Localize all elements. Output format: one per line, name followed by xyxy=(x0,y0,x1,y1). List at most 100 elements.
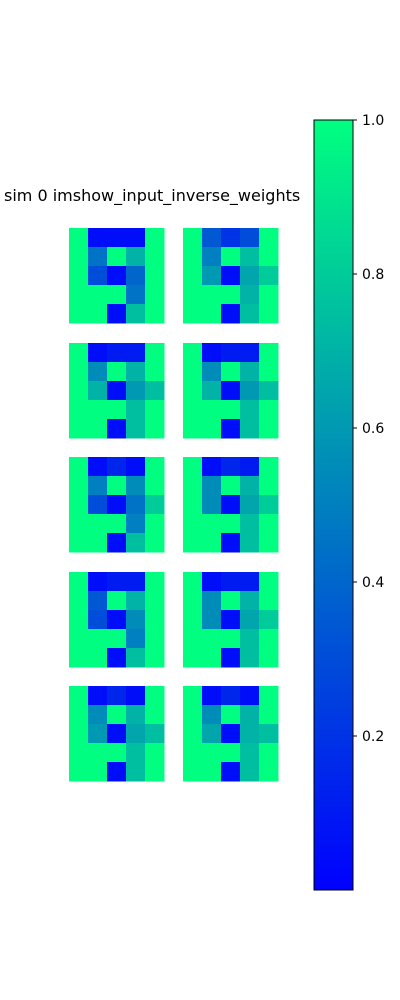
heatmap-cell xyxy=(202,419,222,439)
heatmap-cell xyxy=(202,400,222,420)
colorbar-tick-label: 0.2 xyxy=(362,729,384,745)
heatmap-cell xyxy=(126,533,146,553)
heatmap-cell xyxy=(145,343,165,363)
heatmap-cell xyxy=(221,705,241,725)
heatmap-cell xyxy=(88,533,108,553)
chart-title: sim 0 imshow_input_inverse_weights xyxy=(4,186,300,206)
heatmap-cell xyxy=(202,343,222,363)
heatmap-cell xyxy=(107,457,127,477)
heatmap-cell xyxy=(183,266,203,286)
heatmap-cell xyxy=(69,591,89,611)
heatmap-cell xyxy=(221,343,241,363)
heatmap-cell xyxy=(259,476,279,496)
image-panel xyxy=(69,457,165,553)
heatmap-cell xyxy=(107,419,127,439)
heatmap-cell xyxy=(107,743,127,763)
heatmap-cell xyxy=(183,610,203,630)
heatmap-cell xyxy=(69,495,89,515)
heatmap-cell xyxy=(240,705,260,725)
heatmap-cell xyxy=(88,686,108,706)
heatmap-cell xyxy=(259,724,279,744)
heatmap-cell xyxy=(145,648,165,668)
image-panel xyxy=(183,686,279,782)
heatmap-cell xyxy=(126,724,146,744)
heatmap-cell xyxy=(69,514,89,534)
heatmap-cell xyxy=(183,648,203,668)
heatmap-cell xyxy=(240,629,260,649)
heatmap-cell xyxy=(107,591,127,611)
heatmap-cell xyxy=(145,457,165,477)
heatmap-cell xyxy=(202,285,222,305)
heatmap-cell xyxy=(69,743,89,763)
heatmap-cell xyxy=(126,419,146,439)
heatmap-cell xyxy=(202,648,222,668)
heatmap-cell xyxy=(126,247,146,267)
heatmap-cell xyxy=(202,724,222,744)
heatmap-cell xyxy=(126,381,146,401)
heatmap-cell xyxy=(202,381,222,401)
heatmap-cell xyxy=(126,686,146,706)
heatmap-cell xyxy=(240,743,260,763)
heatmap-cell xyxy=(107,686,127,706)
heatmap-cell xyxy=(145,705,165,725)
colorbar-tick-label: 0.4 xyxy=(362,575,384,591)
heatmap-cell xyxy=(145,304,165,324)
heatmap-cell xyxy=(259,304,279,324)
heatmap-cell xyxy=(145,762,165,782)
heatmap-cell xyxy=(240,266,260,286)
heatmap-cell xyxy=(221,476,241,496)
heatmap-cell xyxy=(126,572,146,592)
heatmap-cell xyxy=(202,476,222,496)
heatmap-cell xyxy=(69,610,89,630)
heatmap-cell xyxy=(183,343,203,363)
heatmap-cell xyxy=(259,610,279,630)
heatmap-cell xyxy=(145,591,165,611)
heatmap-cell xyxy=(240,343,260,363)
heatmap-cell xyxy=(259,285,279,305)
heatmap-cell xyxy=(69,304,89,324)
heatmap-cell xyxy=(88,705,108,725)
heatmap-cell xyxy=(259,705,279,725)
heatmap-cell xyxy=(69,228,89,248)
heatmap-cell xyxy=(107,343,127,363)
heatmap-cell xyxy=(240,648,260,668)
heatmap-cell xyxy=(107,762,127,782)
heatmap-cell xyxy=(126,705,146,725)
heatmap-cell xyxy=(202,591,222,611)
heatmap-cell xyxy=(145,362,165,382)
heatmap-cell xyxy=(126,610,146,630)
heatmap-cell xyxy=(202,514,222,534)
colorbar-tick-label: 0.8 xyxy=(362,267,384,283)
heatmap-cell xyxy=(145,610,165,630)
heatmap-cell xyxy=(240,686,260,706)
heatmap-cell xyxy=(240,457,260,477)
heatmap-cell xyxy=(69,572,89,592)
heatmap-cell xyxy=(259,514,279,534)
heatmap-cell xyxy=(69,419,89,439)
heatmap-cell xyxy=(107,495,127,515)
image-panel xyxy=(183,343,279,439)
heatmap-cell xyxy=(107,362,127,382)
heatmap-cell xyxy=(88,266,108,286)
heatmap-cell xyxy=(107,629,127,649)
heatmap-cell xyxy=(69,400,89,420)
heatmap-cell xyxy=(202,533,222,553)
heatmap-cell xyxy=(69,381,89,401)
heatmap-cell xyxy=(183,457,203,477)
heatmap-cell xyxy=(183,686,203,706)
colorbar: 0.2 0.4 0.6 0.8 1.0 xyxy=(313,113,384,891)
image-panel xyxy=(183,572,279,668)
heatmap-cell xyxy=(221,648,241,668)
heatmap-cell xyxy=(145,724,165,744)
heatmap-cell xyxy=(88,343,108,363)
heatmap-cell xyxy=(126,457,146,477)
colorbar-gradient xyxy=(313,119,354,891)
heatmap-cell xyxy=(88,381,108,401)
heatmap-cell xyxy=(107,705,127,725)
heatmap-cell xyxy=(183,419,203,439)
heatmap-cell xyxy=(88,514,108,534)
heatmap-cell xyxy=(183,285,203,305)
heatmap-cell xyxy=(259,495,279,515)
heatmap-cell xyxy=(183,514,203,534)
heatmap-cell xyxy=(107,228,127,248)
